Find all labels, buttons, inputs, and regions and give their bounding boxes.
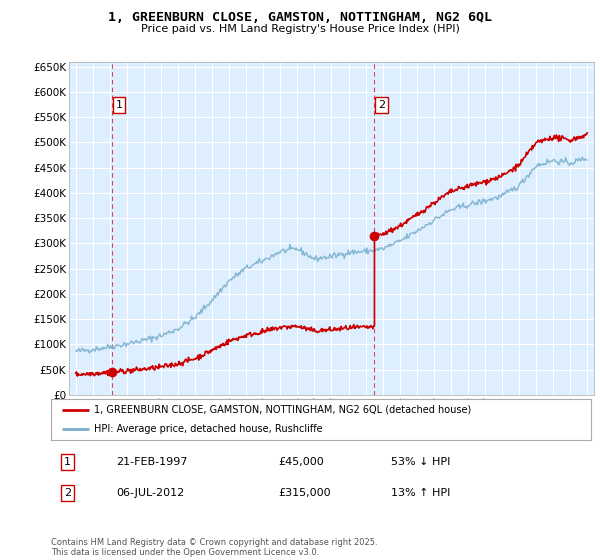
Text: Contains HM Land Registry data © Crown copyright and database right 2025.
This d: Contains HM Land Registry data © Crown c…	[51, 538, 377, 557]
Text: 1: 1	[64, 457, 71, 467]
Text: 06-JUL-2012: 06-JUL-2012	[116, 488, 184, 498]
Text: £45,000: £45,000	[278, 457, 323, 467]
Text: 1: 1	[115, 100, 122, 110]
Text: 2: 2	[64, 488, 71, 498]
Text: 2: 2	[378, 100, 385, 110]
Text: 21-FEB-1997: 21-FEB-1997	[116, 457, 187, 467]
Text: 1, GREENBURN CLOSE, GAMSTON, NOTTINGHAM, NG2 6QL: 1, GREENBURN CLOSE, GAMSTON, NOTTINGHAM,…	[108, 11, 492, 24]
Text: HPI: Average price, detached house, Rushcliffe: HPI: Average price, detached house, Rush…	[94, 424, 323, 434]
Text: 13% ↑ HPI: 13% ↑ HPI	[391, 488, 451, 498]
Text: Price paid vs. HM Land Registry's House Price Index (HPI): Price paid vs. HM Land Registry's House …	[140, 24, 460, 34]
Text: 53% ↓ HPI: 53% ↓ HPI	[391, 457, 451, 467]
Text: £315,000: £315,000	[278, 488, 331, 498]
Text: 1, GREENBURN CLOSE, GAMSTON, NOTTINGHAM, NG2 6QL (detached house): 1, GREENBURN CLOSE, GAMSTON, NOTTINGHAM,…	[94, 405, 472, 415]
